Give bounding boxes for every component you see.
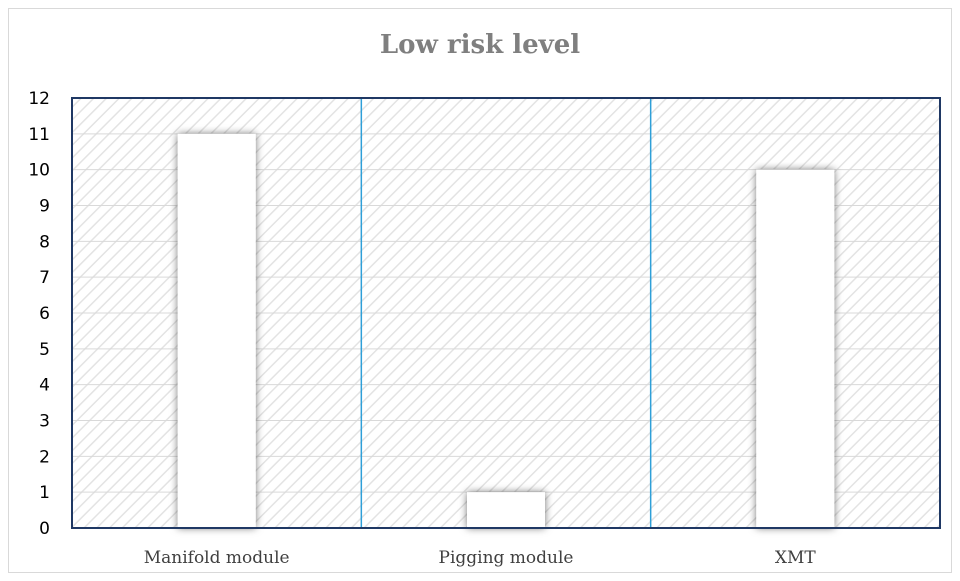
x-category-label: Manifold module — [144, 548, 290, 568]
y-tick-label: 3 — [39, 412, 50, 432]
plot-border — [71, 97, 941, 529]
x-category-label: XMT — [775, 548, 817, 568]
chart-title: Low risk level — [379, 30, 581, 60]
y-tick-label: 9 — [39, 197, 50, 217]
y-tick-label: 2 — [39, 447, 50, 467]
y-tick-label: 10 — [28, 161, 50, 181]
bar-layer — [177, 133, 835, 529]
y-tick-label: 8 — [39, 232, 50, 252]
y-tick-label: 12 — [28, 89, 50, 109]
y-tick-label: 4 — [39, 376, 50, 396]
x-axis-categories: Manifold module Pigging module XMT — [144, 548, 817, 568]
bar-manifold-module — [177, 133, 256, 529]
y-tick-label: 6 — [39, 304, 50, 324]
y-tick-label: 0 — [39, 519, 50, 539]
x-category-label: Pigging module — [439, 548, 574, 568]
y-tick-label: 1 — [39, 483, 50, 503]
bar-xmt — [756, 169, 835, 528]
bar-pigging-module — [467, 492, 545, 528]
divider-layer — [360, 98, 652, 528]
y-tick-label: 11 — [28, 125, 50, 145]
y-tick-label: 7 — [39, 268, 50, 288]
y-tick-label: 5 — [39, 340, 50, 360]
